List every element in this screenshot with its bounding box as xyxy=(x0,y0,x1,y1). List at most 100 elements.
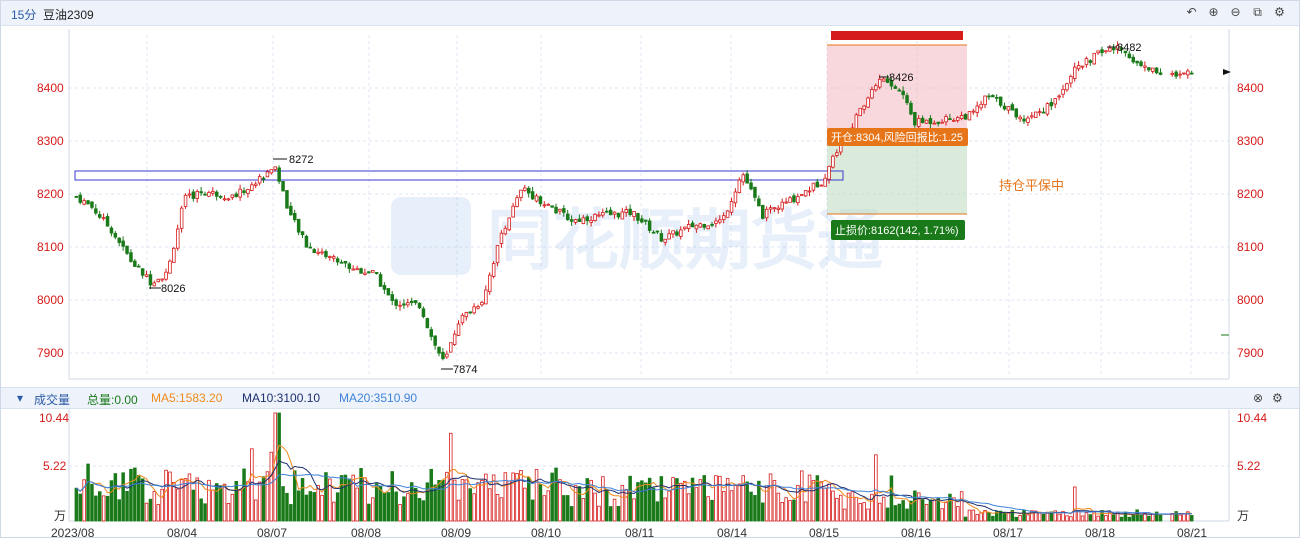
support-box[interactable] xyxy=(74,170,844,181)
candle-body xyxy=(74,195,79,198)
entry-label-bg[interactable] xyxy=(827,128,968,146)
volume-bar xyxy=(741,475,746,522)
candle-body xyxy=(351,268,355,271)
volume-bar xyxy=(211,489,215,522)
candle-body xyxy=(530,191,535,200)
candle-body xyxy=(425,318,430,329)
volume-bar xyxy=(1073,486,1077,522)
volume-bar xyxy=(874,454,878,522)
candle-body xyxy=(1045,103,1050,115)
undo-icon[interactable]: ↶ xyxy=(1186,5,1197,19)
volume-bar xyxy=(507,480,511,522)
volume-bar xyxy=(339,475,344,522)
candle-body xyxy=(460,314,465,324)
candle-body xyxy=(335,258,340,263)
volume-bar xyxy=(277,412,281,522)
candle-body xyxy=(827,165,831,180)
volume-bar xyxy=(1182,512,1186,522)
candle-body xyxy=(1026,117,1030,123)
volume-bar xyxy=(480,479,484,522)
candle-body xyxy=(1002,105,1007,110)
candle-body xyxy=(725,210,730,218)
volume-ma-lines xyxy=(76,444,1192,516)
candle-body xyxy=(905,95,909,104)
volume-bar xyxy=(499,497,504,522)
zoom-out-icon[interactable]: ⊖ xyxy=(1230,5,1241,19)
volume-bar xyxy=(628,475,632,522)
zoom-in-icon[interactable]: ⊕ xyxy=(1208,5,1219,19)
candle-body xyxy=(881,78,886,82)
stop-label: 止损价:8162(142, 1.71%) xyxy=(835,223,959,237)
target-label[interactable] xyxy=(831,31,963,40)
volume-bar xyxy=(320,494,324,522)
volume-bar xyxy=(234,480,238,522)
volume-bar xyxy=(452,479,457,522)
candle-body xyxy=(616,212,621,218)
position-status: 持仓平保中 xyxy=(999,178,1064,193)
candle-body xyxy=(316,251,320,254)
volume-bar xyxy=(944,502,948,522)
candle-body xyxy=(593,213,597,221)
volume-bar xyxy=(253,499,258,522)
volume-bar xyxy=(612,498,617,522)
volume-bar xyxy=(511,472,515,522)
volume-bar xyxy=(351,474,355,522)
candle-body xyxy=(909,102,913,115)
volume-bar xyxy=(550,472,554,522)
candle-body xyxy=(527,187,531,194)
volume-bar xyxy=(437,479,441,522)
volume-bar xyxy=(546,490,551,522)
candle-body xyxy=(597,214,601,217)
volume-bar xyxy=(597,505,601,522)
volume-bar xyxy=(776,492,781,522)
candle-body xyxy=(601,212,605,216)
candle-body xyxy=(148,274,153,286)
candle-body xyxy=(1006,106,1011,111)
candle-body xyxy=(605,210,609,213)
volume-bar xyxy=(367,503,371,522)
candle-body xyxy=(612,211,617,215)
volume-bar xyxy=(487,488,492,522)
volume-bar xyxy=(179,479,184,522)
candle-body xyxy=(429,329,433,337)
close-icon[interactable]: ⊗ xyxy=(1253,391,1264,405)
candle-body xyxy=(569,219,574,222)
layout-icon[interactable]: ⧉ xyxy=(1253,5,1262,19)
stop-label-bg[interactable] xyxy=(831,220,965,240)
volume-bar xyxy=(117,499,122,522)
volume-bar xyxy=(1084,512,1089,522)
candle-body xyxy=(156,278,160,283)
candle-body xyxy=(667,233,671,240)
volume-bar xyxy=(448,432,453,522)
candle-body xyxy=(913,112,917,126)
volume-bar xyxy=(803,501,808,522)
volume-bar xyxy=(889,475,894,522)
candle-body xyxy=(370,269,375,273)
candle-body xyxy=(655,230,660,233)
volume-title[interactable]: 成交量 xyxy=(34,393,71,407)
candle-body xyxy=(686,224,691,229)
candle-body xyxy=(1190,72,1194,75)
candle-body xyxy=(172,247,176,263)
volume-bar xyxy=(445,471,449,522)
candle-body xyxy=(199,191,203,194)
volume-bar xyxy=(172,482,176,522)
symbol-label[interactable]: 豆油2309 xyxy=(43,8,94,22)
settings-icon[interactable]: ⚙ xyxy=(1274,5,1285,19)
candle-body xyxy=(195,191,199,199)
candle-body xyxy=(406,302,410,306)
candle-body xyxy=(168,260,172,274)
period-label[interactable]: 15分 xyxy=(11,8,37,22)
volume-bar xyxy=(881,496,886,522)
candle-body xyxy=(870,89,874,99)
volume-bar xyxy=(214,483,219,522)
candle-body xyxy=(1018,116,1022,120)
volume-settings-icon[interactable]: ⚙ xyxy=(1272,391,1283,405)
volume-bar xyxy=(191,489,196,522)
volume-bar xyxy=(281,486,285,522)
candle-body xyxy=(292,212,297,221)
candle-body xyxy=(113,232,118,238)
volume-bar xyxy=(780,502,785,522)
collapse-icon[interactable]: ▾ xyxy=(17,391,24,405)
